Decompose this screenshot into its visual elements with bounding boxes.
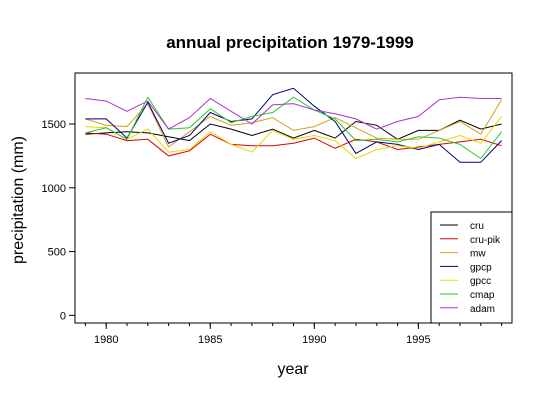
series-line-adam [85,96,502,130]
series-line-cmap [85,96,502,160]
legend-box [430,211,513,324]
x-tick-label: 1995 [406,334,430,346]
y-tick-label: 1500 [42,119,66,131]
y-axis-label: precipitation (mm) [10,136,27,264]
y-tick-label: 0 [60,310,66,322]
legend-label-cru: cru [470,221,484,232]
series-line-cru-pik [85,132,502,157]
x-tick-label: 1990 [302,334,326,346]
y-tick-label: 500 [48,247,66,259]
legend: cru cru-pik mw gpcp gpcc cmap adam [430,211,513,324]
legend-label-gpcp: gpcp [470,262,492,273]
series-line-cru [85,119,502,142]
legend-label-mw: mw [470,249,486,260]
series-line-gpcc [85,116,502,160]
legend-label-cru-pik: cru-pik [470,235,501,246]
x-axis-label: year [277,361,309,378]
legend-label-cmap: cmap [470,290,495,301]
x-tick-label: 1985 [198,334,222,346]
x-axis: 1980 1985 1990 1995 [84,323,503,346]
series-line-gpcp [85,87,502,163]
legend-entries: cru cru-pik mw gpcp gpcc cmap adam [440,221,501,315]
y-tick-label: 1000 [42,183,66,195]
legend-label-gpcc: gpcc [470,276,491,287]
y-axis: 0 500 1000 1500 [42,119,75,322]
legend-label-adam: adam [470,304,495,315]
series-line-mw [85,99,503,148]
series-lines [85,87,503,163]
chart-title: annual precipitation 1979-1999 [166,33,414,52]
x-tick-label: 1980 [94,334,118,346]
